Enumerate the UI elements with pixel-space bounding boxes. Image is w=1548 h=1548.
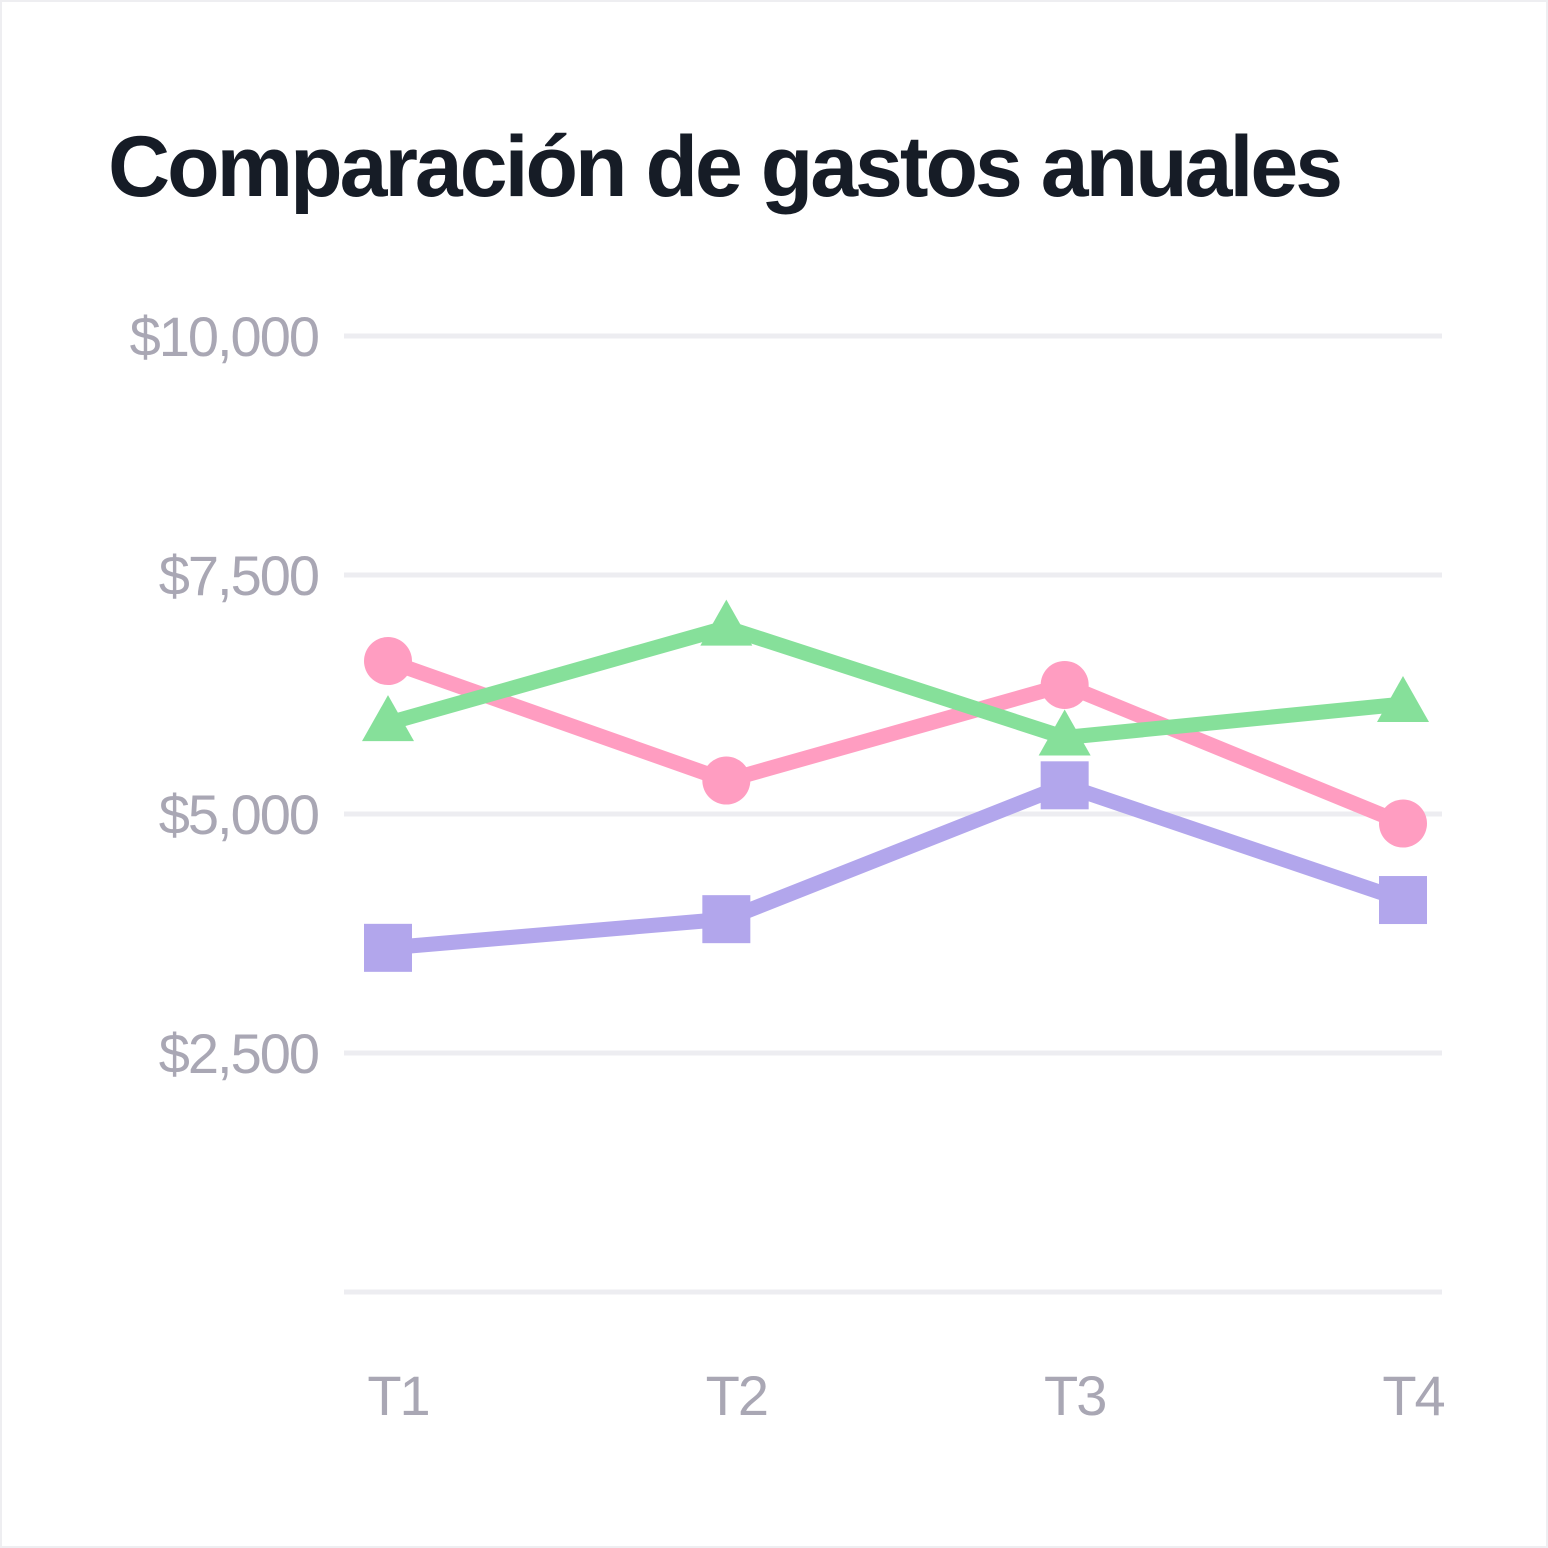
- series-line: [380, 777, 1411, 956]
- data-point-square: [702, 895, 751, 944]
- y-tick-label: $10,000: [130, 305, 318, 368]
- chart-title: Comparación de gastos anuales: [108, 119, 1343, 215]
- y-tick-label: $5,000: [159, 783, 318, 846]
- series-line: [380, 653, 1411, 832]
- data-point-triangle: [700, 599, 753, 646]
- data-point-circle: [1040, 660, 1089, 709]
- data-point-circle: [1379, 799, 1427, 848]
- x-axis-ticks: T1 T2 T3 T4: [367, 1364, 1446, 1427]
- series-group: [362, 599, 1429, 972]
- x-tick-label: T2: [706, 1364, 767, 1427]
- data-point-triangle: [1038, 709, 1091, 756]
- series-line: [380, 620, 1411, 746]
- data-point-circle: [364, 637, 412, 686]
- x-tick-label: T3: [1044, 1364, 1105, 1427]
- series-1: [364, 637, 1427, 848]
- y-tick-label: $7,500: [159, 544, 318, 607]
- data-point-triangle: [1377, 676, 1429, 723]
- data-point-triangle: [362, 695, 414, 742]
- y-axis-ticks: $2,500 $5,000 $7,500 $10,000: [130, 305, 320, 1085]
- data-point-square: [1379, 876, 1427, 925]
- series-3: [364, 761, 1427, 972]
- gridlines: [344, 333, 1442, 1295]
- data-point-square: [364, 923, 412, 972]
- y-tick-label: $2,500: [159, 1022, 318, 1085]
- x-tick-label: T4: [1382, 1364, 1444, 1427]
- series-2: [362, 599, 1429, 756]
- x-tick-label: T1: [367, 1364, 428, 1427]
- data-point-circle: [702, 756, 751, 805]
- data-point-square: [1040, 761, 1089, 810]
